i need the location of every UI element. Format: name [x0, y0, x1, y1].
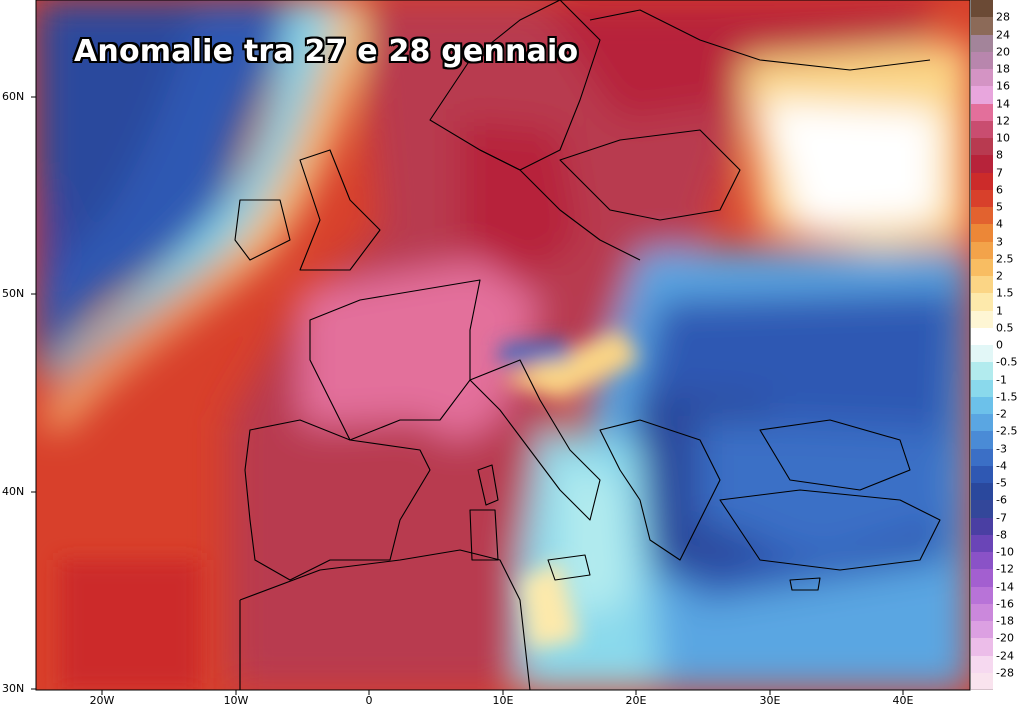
colorbar-label: -7	[996, 511, 1007, 524]
colorbar-label: -4	[996, 459, 1007, 473]
colorbar-swatch	[971, 500, 993, 519]
colorbar-swatch	[971, 86, 993, 105]
colorbar-label: -1.5	[996, 390, 1018, 404]
colorbar-swatch	[971, 120, 993, 139]
lon-label-10w: 10W	[223, 694, 249, 707]
colorbar-label: -20	[996, 631, 1014, 645]
colorbar-swatch	[971, 310, 993, 329]
colorbar-label: 0.5	[996, 321, 1014, 335]
lat-label-40n: 40N	[2, 485, 25, 498]
colorbar-label: 16	[996, 79, 1010, 93]
map-title: Anomalie tra 27 e 28 gennaio	[74, 34, 579, 69]
lat-ticks	[31, 96, 36, 690]
colorbar	[971, 0, 993, 690]
colorbar-swatch	[971, 569, 993, 588]
colorbar-swatch	[971, 293, 993, 312]
lon-label-20e: 20E	[625, 694, 647, 707]
colorbar-swatch	[971, 586, 993, 605]
colorbar-label: -1	[996, 373, 1007, 386]
colorbar-label: -10	[996, 545, 1014, 559]
lon-label-10e: 10E	[492, 694, 514, 707]
colorbar-swatch	[971, 189, 993, 208]
colorbar-label: -28	[996, 666, 1014, 680]
colorbar-swatch	[971, 172, 993, 191]
colorbar-label: -3	[996, 442, 1007, 455]
colorbar-swatch	[971, 448, 993, 467]
colorbar-swatch	[971, 0, 993, 19]
colorbar-swatch	[971, 103, 993, 122]
lat-label-60n: 60N	[2, 90, 25, 103]
colorbar-label: -18	[996, 614, 1014, 628]
colorbar-swatch	[971, 207, 993, 226]
colorbar-swatch	[971, 327, 993, 346]
colorbar-label: -6	[996, 493, 1007, 507]
colorbar-label: 14	[996, 97, 1010, 110]
coastlines	[234, 0, 941, 690]
colorbar-label: -12	[996, 562, 1014, 576]
colorbar-swatch	[971, 655, 993, 674]
colorbar-label: 2.5	[996, 252, 1014, 266]
colorbar-label: 1	[996, 304, 1003, 317]
colorbar-label: 3	[996, 235, 1003, 248]
colorbar-swatch	[971, 483, 993, 502]
colorbar-swatch	[971, 224, 993, 243]
colorbar-swatch	[971, 431, 993, 450]
colorbar-swatch	[971, 362, 993, 381]
lon-label-0: 0	[365, 694, 373, 707]
colorbar-swatch	[971, 552, 993, 571]
colorbar-label: -14	[996, 580, 1014, 593]
colorbar-label: -2	[996, 407, 1007, 421]
colorbar-swatch	[971, 414, 993, 433]
colorbar-label: 10	[996, 131, 1010, 145]
lon-ticks	[101, 690, 904, 695]
colorbar-swatch	[971, 276, 993, 295]
colorbar-swatch	[971, 69, 993, 88]
colorbar-label: -5	[996, 476, 1007, 490]
lon-label-30e: 30E	[759, 694, 781, 707]
colorbar-swatch	[971, 34, 993, 53]
colorbar-swatch	[971, 465, 993, 484]
colorbar-swatch	[971, 396, 993, 415]
colorbar-label: 5	[996, 200, 1003, 214]
colorbar-label: -24	[996, 649, 1014, 662]
colorbar-swatch	[971, 17, 993, 36]
colorbar-swatch	[971, 51, 993, 70]
colorbar-label: 7	[996, 166, 1003, 179]
colorbar-label: 28	[996, 10, 1010, 24]
colorbar-label: 24	[996, 28, 1010, 41]
colorbar-label: -2.5	[996, 424, 1018, 438]
colorbar-label: 1.5	[996, 286, 1014, 300]
lat-label-30n: 30N	[2, 682, 25, 695]
lat-label-50n: 50N	[2, 287, 25, 300]
colorbar-label: 12	[996, 114, 1010, 128]
colorbar-swatch	[971, 672, 993, 690]
colorbar-label: 8	[996, 148, 1003, 162]
colorbar-swatch	[971, 138, 993, 157]
lon-label-40e: 40E	[892, 694, 914, 707]
colorbar-swatch	[971, 517, 993, 536]
colorbar-swatch	[971, 638, 993, 657]
colorbar-swatch	[971, 155, 993, 174]
lon-label-20w: 20W	[89, 694, 115, 707]
colorbar-swatch	[971, 258, 993, 277]
colorbar-label: 2	[996, 269, 1003, 283]
colorbar-label: 6	[996, 183, 1003, 197]
colorbar-swatch	[971, 241, 993, 260]
colorbar-swatch	[971, 603, 993, 622]
colorbar-label: -0.5	[996, 355, 1018, 369]
colorbar-swatch	[971, 534, 993, 553]
colorbar-label: -16	[996, 597, 1014, 611]
colorbar-swatch	[971, 621, 993, 640]
colorbar-swatch	[971, 345, 993, 364]
colorbar-label: 18	[996, 62, 1010, 76]
colorbar-label: 20	[996, 45, 1010, 59]
colorbar-label: 4	[996, 217, 1003, 231]
colorbar-swatch	[971, 379, 993, 398]
colorbar-label: -8	[996, 528, 1007, 542]
colorbar-label: 0	[996, 338, 1003, 352]
